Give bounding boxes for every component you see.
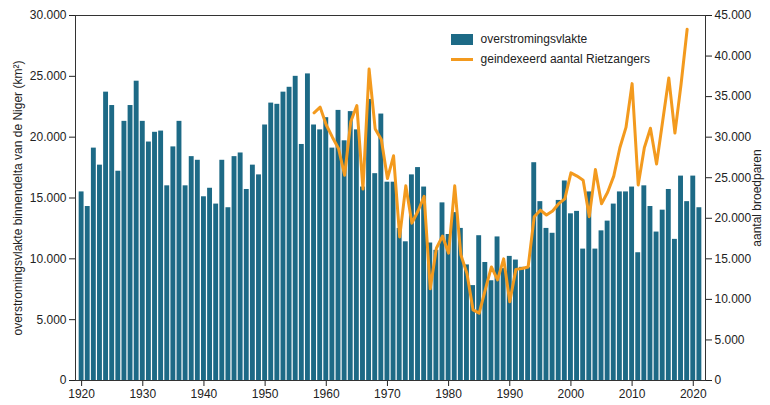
svg-text:1990: 1990	[496, 387, 523, 401]
svg-text:1950: 1950	[252, 387, 279, 401]
svg-text:40.000: 40.000	[715, 49, 752, 63]
svg-text:15.000: 15.000	[30, 191, 67, 205]
svg-text:aantal broedparen: aantal broedparen	[750, 149, 764, 246]
svg-text:30.000: 30.000	[715, 130, 752, 144]
svg-text:0: 0	[60, 373, 67, 387]
svg-text:1970: 1970	[374, 387, 401, 401]
svg-text:1930: 1930	[129, 387, 156, 401]
svg-text:10.000: 10.000	[715, 292, 752, 306]
svg-text:2010: 2010	[619, 387, 646, 401]
svg-text:20.000: 20.000	[715, 211, 752, 225]
svg-text:15.000: 15.000	[715, 252, 752, 266]
svg-text:5.000: 5.000	[715, 333, 745, 347]
svg-text:30.000: 30.000	[30, 8, 67, 22]
svg-text:25.000: 25.000	[715, 171, 752, 185]
svg-text:overstromingsvlakte binnendelt: overstromingsvlakte binnendelta van de N…	[11, 61, 25, 336]
svg-text:45.000: 45.000	[715, 8, 752, 22]
svg-text:1940: 1940	[191, 387, 218, 401]
svg-text:2020: 2020	[680, 387, 707, 401]
svg-text:2000: 2000	[558, 387, 585, 401]
svg-text:10.000: 10.000	[30, 252, 67, 266]
svg-text:0: 0	[715, 373, 722, 387]
svg-text:35.000: 35.000	[715, 89, 752, 103]
svg-text:5.000: 5.000	[36, 313, 66, 327]
svg-text:1980: 1980	[435, 387, 462, 401]
html-text:overstromingsvlakte: overstromingsvlakte	[480, 32, 588, 46]
svg-text:1920: 1920	[68, 387, 95, 401]
svg-text:25.000: 25.000	[30, 69, 67, 83]
svg-text:20.000: 20.000	[30, 130, 67, 144]
svg-text:1960: 1960	[313, 387, 340, 401]
html-text:geindexeerd aantal Rietzangers: geindexeerd aantal Rietzangers	[480, 52, 650, 66]
